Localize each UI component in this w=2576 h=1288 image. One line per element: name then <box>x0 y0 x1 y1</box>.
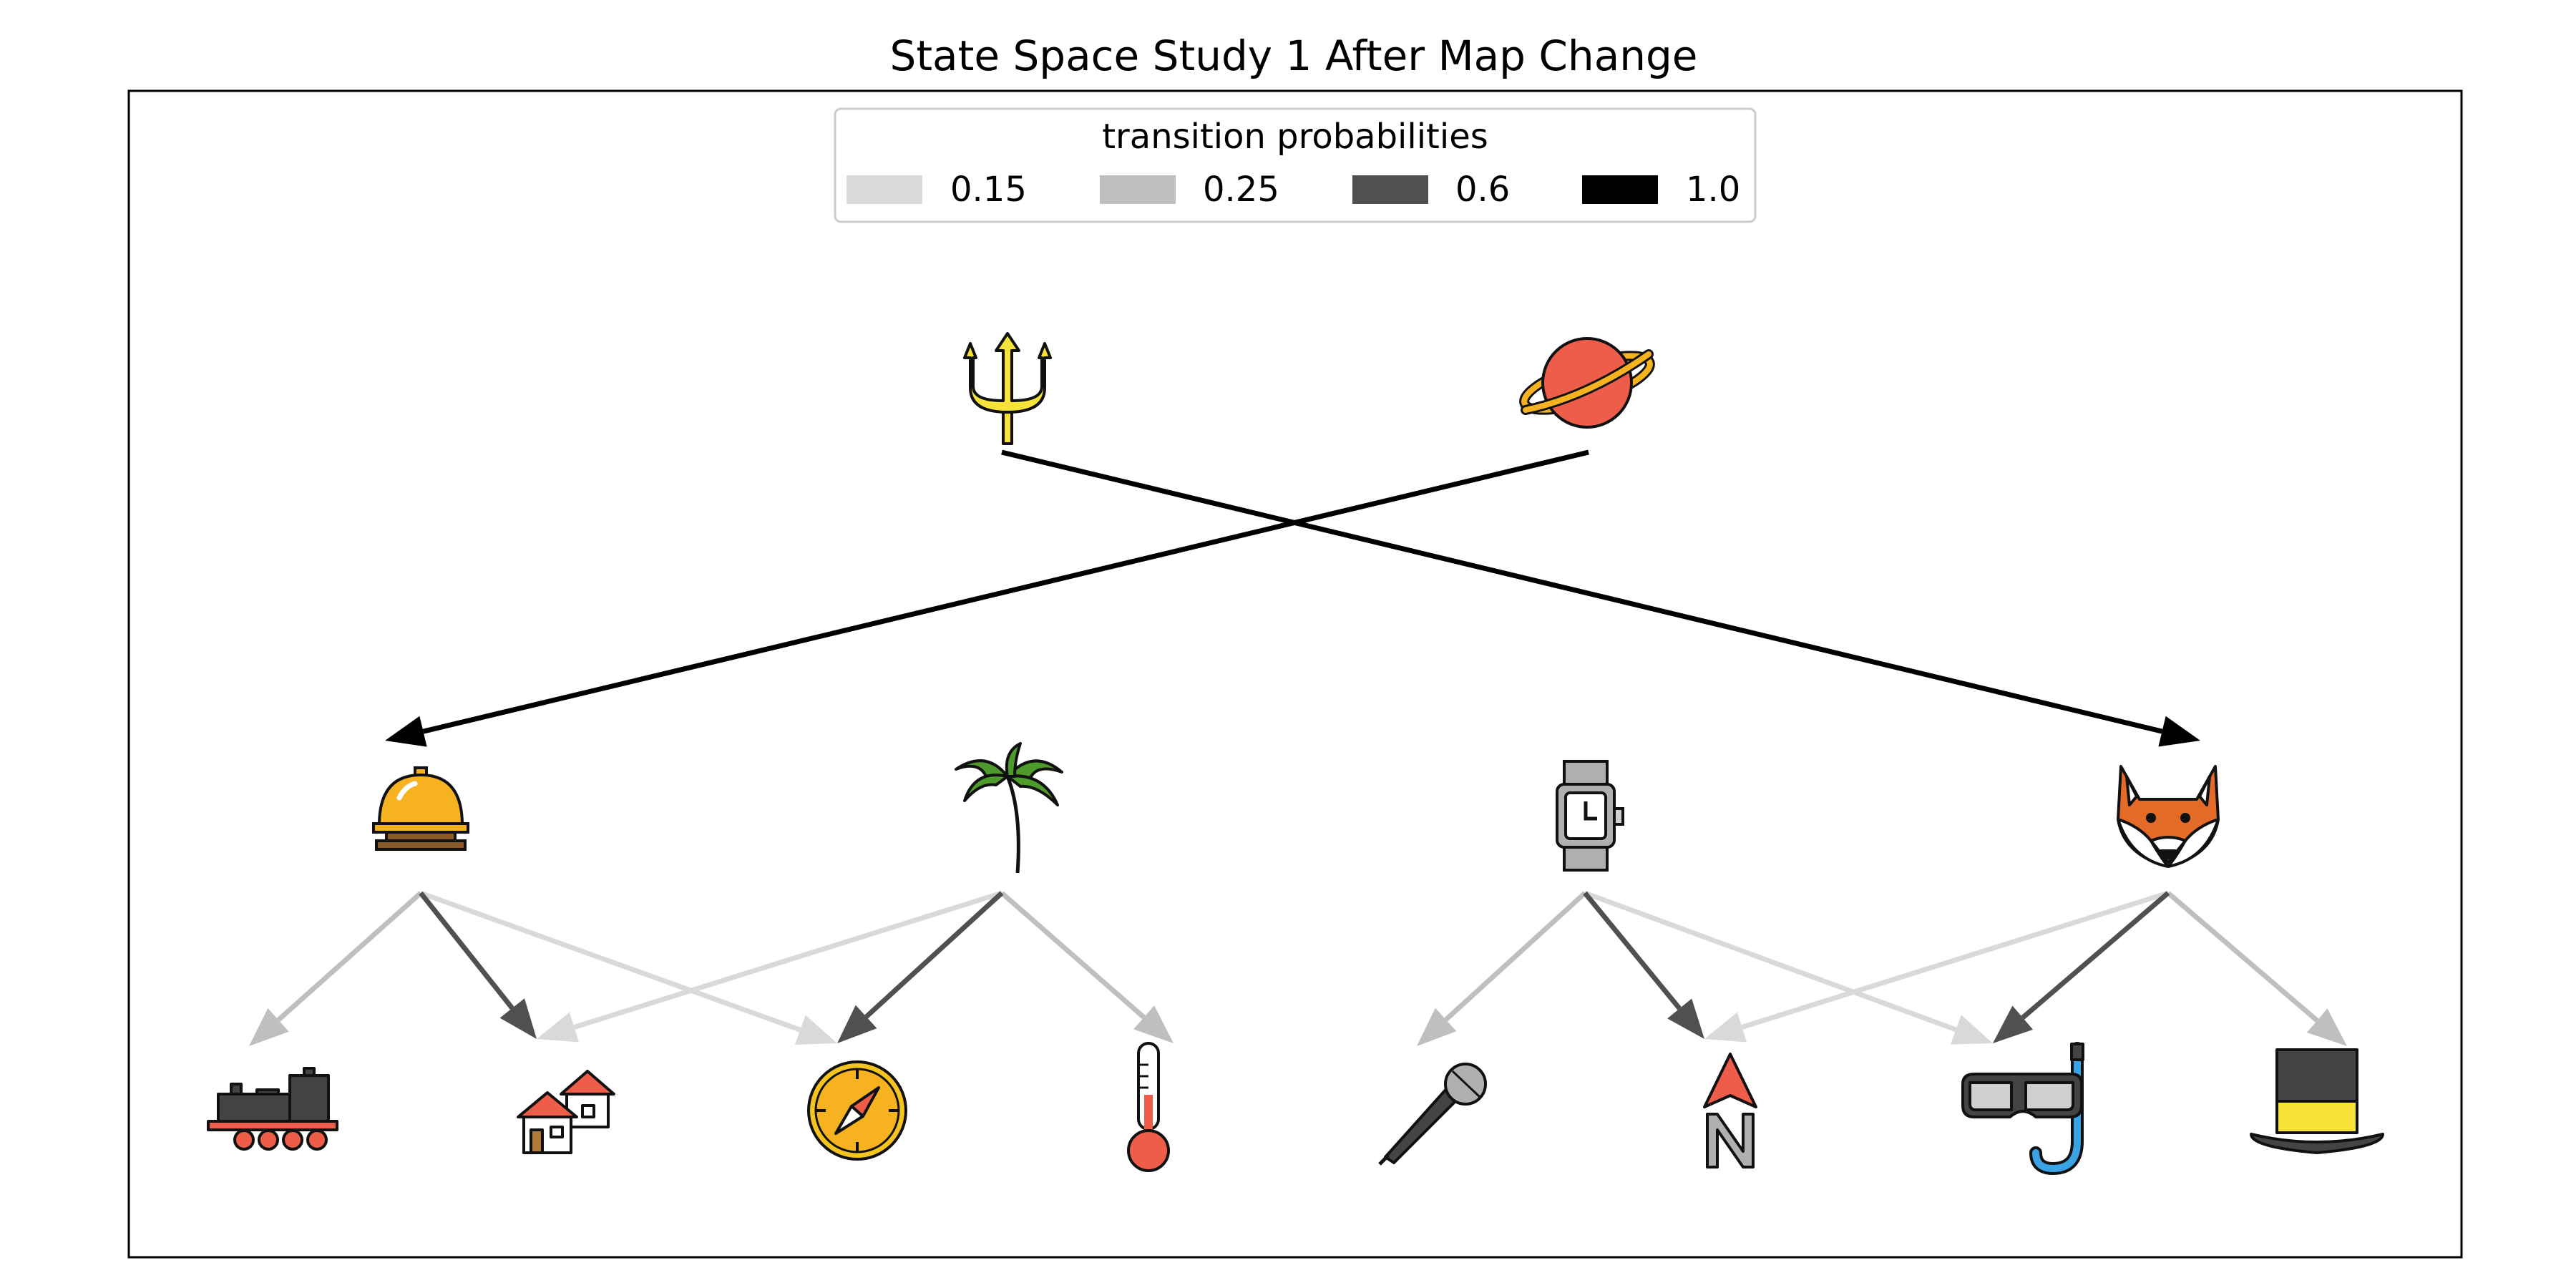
legend-swatch-0 <box>847 175 922 204</box>
trident-icon <box>963 332 1052 445</box>
edge-fox-to-tophat <box>2166 891 2319 1023</box>
arrowhead-bell-to-compass <box>794 1015 837 1045</box>
edge-trident-to-fox <box>1001 449 2163 734</box>
edge-fox-to-north <box>1741 890 2170 1030</box>
legend-box <box>834 107 1757 223</box>
edge-planet-to-bell <box>422 449 1589 734</box>
edge-bell-to-compass <box>419 890 801 1033</box>
service-bell-icon <box>372 766 469 851</box>
edge-watch-to-north <box>1583 891 1682 1010</box>
ringed-planet-icon <box>1519 337 1655 429</box>
plot-frame <box>127 89 2463 1259</box>
palm-tree-icon <box>955 742 1063 874</box>
legend-label-3: 1.0 <box>1686 170 1740 210</box>
fox-icon <box>2117 765 2220 868</box>
edge-palm-to-thermometer <box>1000 891 1146 1020</box>
legend-swatch-1 <box>1100 175 1176 204</box>
legend-swatch-3 <box>1582 175 1658 204</box>
arrowhead-watch-to-north <box>1667 998 1704 1039</box>
edge-fox-to-goggles <box>2021 891 2170 1020</box>
arrowhead-planet-to-bell <box>385 716 427 747</box>
arrowhead-palm-to-houses <box>537 1012 580 1043</box>
arrowhead-fox-to-north <box>1704 1012 1747 1043</box>
arrowhead-fox-to-tophat <box>2306 1008 2347 1046</box>
microphone-icon <box>1378 1063 1487 1166</box>
arrowhead-watch-to-goggles <box>1950 1015 1993 1045</box>
top-hat-icon <box>2250 1048 2384 1154</box>
edge-palm-to-houses <box>573 890 1003 1030</box>
legend-label-0: 0.15 <box>950 170 1027 210</box>
edge-bell-to-train <box>276 891 423 1023</box>
chart-title: State Space Study 1 After Map Change <box>890 31 1698 80</box>
arrowhead-bell-to-train <box>249 1008 289 1046</box>
thermometer-icon <box>1127 1042 1170 1172</box>
arrowhead-palm-to-thermometer <box>1133 1005 1174 1043</box>
edge-bell-to-houses <box>419 891 514 1010</box>
wristwatch-icon <box>1556 760 1624 872</box>
legend-label-2: 0.6 <box>1455 170 1510 210</box>
houses-icon <box>517 1070 615 1154</box>
arrowhead-fox-to-goggles <box>1993 1005 2034 1043</box>
arrowhead-palm-to-compass <box>837 1005 877 1043</box>
locomotive-icon <box>207 1067 338 1151</box>
edge-palm-to-compass <box>864 891 1004 1019</box>
legend-label-1: 0.25 <box>1203 170 1279 210</box>
transition-edges <box>249 449 2347 1046</box>
legend: transition probabilities 0.15 0.25 0.6 1… <box>834 107 1757 223</box>
north-arrow-icon <box>1703 1053 1757 1169</box>
arrowhead-watch-to-microphone <box>1417 1008 1457 1046</box>
legend-swatch-2 <box>1352 175 1428 204</box>
legend-title: transition probabilities <box>1102 117 1488 157</box>
diving-mask-snorkel-icon <box>1961 1042 2084 1175</box>
edge-watch-to-goggles <box>1584 890 1957 1033</box>
compass-icon <box>807 1060 907 1161</box>
arrowhead-trident-to-fox <box>2158 716 2200 747</box>
arrowhead-bell-to-houses <box>499 998 537 1039</box>
edge-watch-to-microphone <box>1444 891 1587 1022</box>
